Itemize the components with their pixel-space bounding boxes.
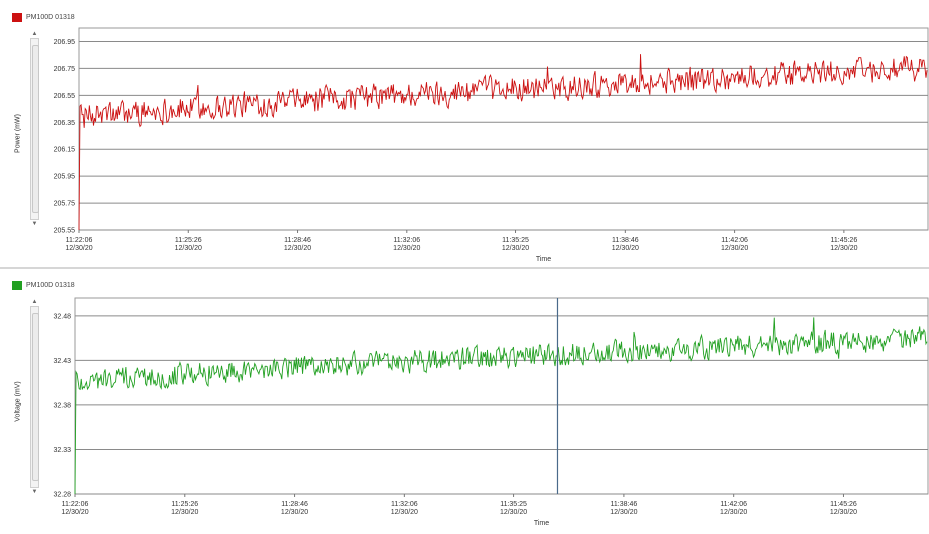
plot-area — [74, 297, 929, 495]
power-y-scrollbar[interactable]: ▲ ▼ — [30, 30, 39, 228]
voltage-chart-panel: PM100D 01318 Voltage (mV) ▲ ▼ 32.48 32.43… — [0, 268, 929, 534]
x-tick-date-label: 12/30/20 — [281, 509, 308, 516]
power-legend-swatch — [12, 12, 22, 22]
plot-area — [78, 27, 929, 231]
x-tick-date-label: 12/30/20 — [175, 245, 202, 252]
x-tick-date-label: 12/30/20 — [502, 245, 529, 252]
x-tick-date-label: 12/30/20 — [720, 509, 747, 516]
y-tick-label: 205.95 — [54, 174, 76, 181]
x-tick-time-label: 11:28:46 — [284, 237, 311, 244]
y-tick-label: 206.15 — [54, 147, 76, 154]
y-tick-label: 32.38 — [53, 402, 71, 409]
voltage-chart-svg: 32.4832.4332.3832.3332.2811:22:0612/30/2… — [53, 297, 929, 527]
x-axis-title: Time — [534, 520, 549, 527]
y-tick-label: 206.35 — [54, 120, 76, 127]
scroll-up-arrow-icon[interactable]: ▲ — [31, 299, 38, 305]
y-tick-label: 205.75 — [54, 201, 76, 208]
voltage-y-scrollbar[interactable]: ▲ ▼ — [30, 298, 39, 496]
voltage-legend-label: PM100D 01318 — [26, 281, 75, 289]
series-line — [74, 317, 928, 495]
series-line — [78, 54, 928, 231]
x-tick-time-label: 11:32:06 — [391, 501, 418, 508]
voltage-scroll-thumb[interactable] — [32, 313, 39, 481]
x-axis-title: Time — [536, 256, 551, 263]
x-tick-date-label: 12/30/20 — [391, 509, 418, 516]
y-tick-label: 206.55 — [54, 93, 76, 100]
voltage-legend-swatch — [12, 280, 22, 290]
voltage-legend: PM100D 01318 — [12, 278, 75, 292]
y-tick-label: 32.48 — [53, 313, 71, 320]
scroll-down-arrow-icon[interactable]: ▼ — [31, 489, 38, 495]
x-tick-time-label: 11:25:26 — [171, 501, 198, 508]
panel-divider — [0, 267, 929, 269]
x-tick-date-label: 12/30/20 — [500, 509, 527, 516]
power-scroll-track[interactable] — [30, 38, 39, 220]
y-tick-label: 206.95 — [54, 39, 76, 46]
scroll-down-arrow-icon[interactable]: ▼ — [31, 221, 38, 227]
x-tick-date-label: 12/30/20 — [721, 245, 748, 252]
power-chart-panel: PM100D 01318 Power (mW) ▲ ▼ 206.95 206.75… — [12, 10, 929, 263]
x-tick-time-label: 11:38:46 — [611, 501, 638, 508]
scroll-up-arrow-icon[interactable]: ▲ — [31, 31, 38, 37]
power-legend: PM100D 01318 — [12, 10, 75, 24]
y-tick-label: 32.43 — [53, 358, 71, 365]
x-tick-time-label: 11:42:06 — [720, 501, 747, 508]
x-tick-time-label: 11:22:06 — [62, 501, 89, 508]
x-tick-time-label: 11:35:25 — [500, 501, 527, 508]
x-tick-date-label: 12/30/20 — [830, 509, 857, 516]
y-tick-label: 206.75 — [54, 66, 76, 73]
x-tick-date-label: 12/30/20 — [830, 245, 857, 252]
x-tick-date-label: 12/30/20 — [171, 509, 198, 516]
x-tick-time-label: 11:22:06 — [66, 237, 93, 244]
x-tick-date-label: 12/30/20 — [393, 245, 420, 252]
x-tick-date-label: 12/30/20 — [65, 245, 92, 252]
x-tick-date-label: 12/30/20 — [612, 245, 639, 252]
x-tick-time-label: 11:45:26 — [830, 237, 857, 244]
power-scroll-thumb[interactable] — [32, 45, 39, 213]
x-tick-time-label: 11:28:46 — [281, 501, 308, 508]
y-tick-label: 32.28 — [53, 492, 71, 499]
y-tick-label: 205.55 — [54, 228, 76, 235]
x-tick-time-label: 11:35:25 — [502, 237, 529, 244]
x-tick-time-label: 11:42:06 — [721, 237, 748, 244]
voltage-scroll-track[interactable] — [30, 306, 39, 488]
x-tick-time-label: 11:38:46 — [612, 237, 639, 244]
x-tick-date-label: 12/30/20 — [61, 509, 88, 516]
y-tick-label: 32.33 — [53, 447, 71, 454]
x-tick-date-label: 12/30/20 — [284, 245, 311, 252]
x-tick-date-label: 12/30/20 — [610, 509, 637, 516]
x-tick-time-label: 11:45:26 — [830, 501, 857, 508]
power-chart-svg: 206.95 206.75 206.55 206.35 206.15 205.95 205.… — [54, 27, 929, 263]
x-tick-time-label: 11:25:26 — [175, 237, 202, 244]
power-legend-label: PM100D 01318 — [26, 13, 75, 21]
x-tick-time-label: 11:32:06 — [393, 237, 420, 244]
